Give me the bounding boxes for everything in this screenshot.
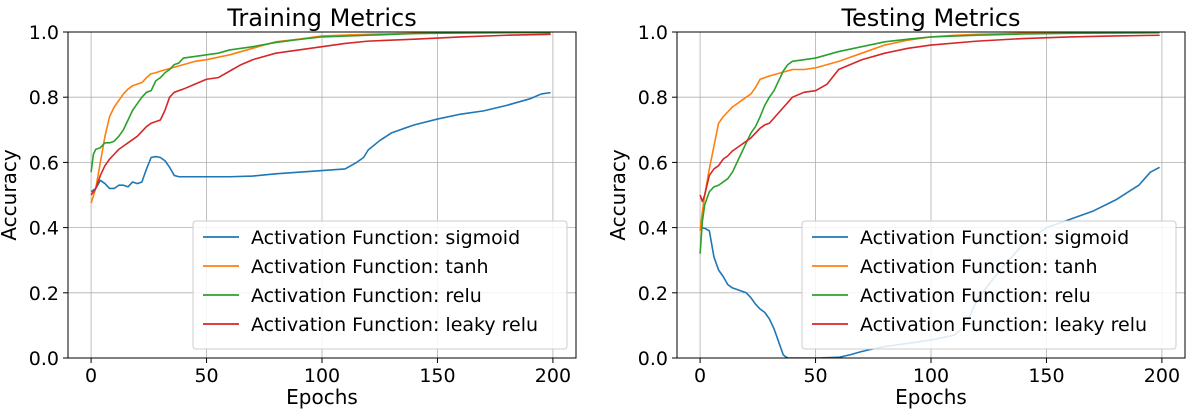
legend: Activation Function: sigmoid Activation F… — [801, 220, 1177, 350]
series-group — [90, 32, 551, 204]
y-tick-label: 0.0 — [638, 348, 668, 370]
y-axis-label: Accuracy — [0, 149, 21, 240]
legend-box — [801, 220, 1177, 350]
y-axis-label: Accuracy — [606, 149, 630, 240]
series-line-0 — [90, 91, 551, 193]
series-line-1 — [90, 32, 551, 204]
x-tick-label: 0 — [694, 365, 706, 387]
y-tick-label: 0.2 — [638, 283, 668, 305]
legend: Activation Function: sigmoid Activation F… — [192, 220, 568, 350]
legend-label: Activation Function: relu — [860, 285, 1091, 307]
y-tick-label: 0.0 — [29, 348, 59, 370]
x-tick-label: 50 — [194, 365, 218, 387]
x-tick-label: 100 — [913, 365, 949, 387]
legend-label: Activation Function: leaky relu — [860, 314, 1147, 336]
legend-label: Activation Function: tanh — [860, 256, 1098, 278]
chart-panel-1: 0 50 100 150 200 0.0 0.2 0.4 0.6 0.8 1.0 Testing Me… — [606, 4, 1186, 409]
legend-label: Activation Function: tanh — [251, 256, 489, 278]
series-line-1 — [699, 32, 1160, 231]
x-axis-label: Epochs — [286, 385, 358, 409]
series-line-2 — [699, 32, 1160, 254]
y-tick-label: 0.6 — [638, 152, 668, 174]
series-line-3 — [699, 34, 1160, 203]
x-tick-label: 0 — [85, 365, 97, 387]
series-line-2 — [90, 32, 551, 173]
chart-panel-0: 0 50 100 150 200 0.0 0.2 0.4 0.6 0.8 1.0 Training M… — [0, 4, 577, 409]
legend-box — [192, 220, 568, 350]
y-tick-label: 0.2 — [29, 283, 59, 305]
legend-label: Activation Function: leaky relu — [251, 314, 538, 336]
series-line-3 — [90, 33, 551, 196]
y-tick-label: 0.8 — [638, 87, 668, 109]
y-tick-label: 1.0 — [29, 22, 59, 44]
y-tick-label: 0.4 — [638, 218, 668, 240]
y-tick-label: 0.4 — [29, 218, 59, 240]
legend-label: Activation Function: sigmoid — [251, 227, 520, 249]
x-tick-label: 150 — [419, 365, 455, 387]
y-tick-label: 1.0 — [638, 22, 668, 44]
y-tick-label: 0.6 — [29, 152, 59, 174]
x-tick-label: 200 — [1144, 365, 1180, 387]
chart-title: Training Metrics — [226, 4, 416, 32]
legend-label: Activation Function: relu — [251, 285, 482, 307]
x-tick-label: 200 — [535, 365, 571, 387]
x-tick-label: 150 — [1028, 365, 1064, 387]
chart-title: Testing Metrics — [840, 4, 1020, 32]
y-tick-label: 0.8 — [29, 87, 59, 109]
x-axis-label: Epochs — [895, 385, 967, 409]
x-tick-label: 50 — [803, 365, 827, 387]
x-tick-label: 100 — [304, 365, 340, 387]
legend-label: Activation Function: sigmoid — [860, 227, 1129, 249]
